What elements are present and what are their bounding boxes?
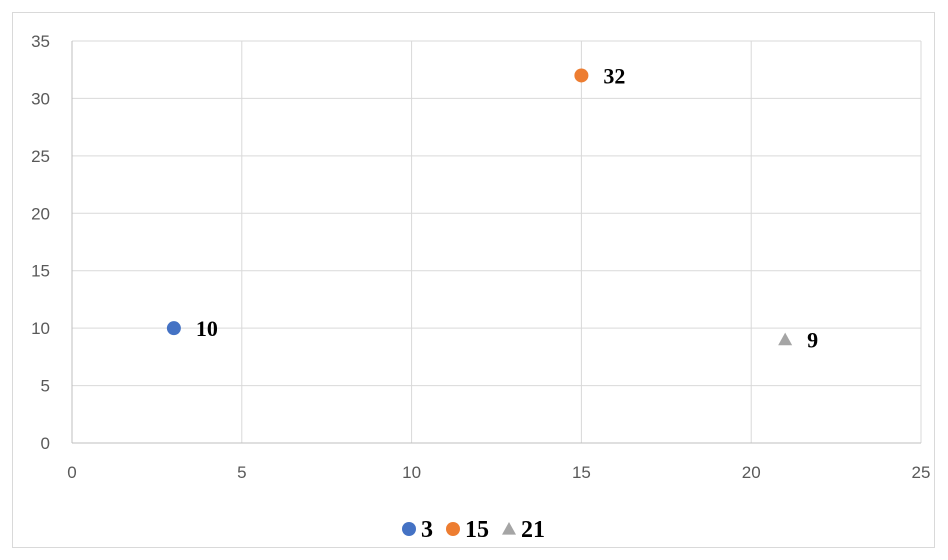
legend-marker [502, 522, 516, 535]
legend-label: 21 [521, 517, 545, 543]
gridlines [72, 40, 922, 443]
x-tick-label: 15 [572, 463, 591, 482]
x-tick-label: 0 [67, 463, 76, 482]
x-tick-label: 5 [237, 463, 246, 482]
data-points [166, 68, 793, 346]
legend-marker [402, 522, 416, 536]
x-tick-label: 20 [742, 463, 761, 482]
data-point [778, 332, 793, 346]
chart-frame [12, 12, 935, 548]
y-tick-label: 10 [31, 319, 50, 338]
y-tick-label: 0 [41, 434, 50, 453]
x-tick-label: 10 [402, 463, 421, 482]
x-tick-label: 25 [912, 463, 931, 482]
data-point [574, 68, 589, 83]
legend-label: 15 [465, 517, 489, 543]
y-tick-label: 15 [31, 262, 50, 281]
data-labels: 10 32 9 [196, 63, 818, 352]
legend-marker [446, 522, 460, 536]
axes [71, 41, 921, 444]
tick-labels: 0 5 10 15 20 25 30 35 0 5 10 15 20 25 [31, 32, 930, 482]
legend: 3 15 21 [402, 517, 545, 543]
data-label: 32 [603, 63, 625, 88]
y-tick-label: 30 [31, 89, 50, 108]
y-tick-label: 35 [31, 32, 50, 51]
data-point [166, 321, 181, 336]
data-label: 10 [196, 316, 218, 341]
legend-label: 3 [421, 517, 433, 543]
data-label: 9 [807, 328, 818, 353]
y-tick-label: 5 [41, 377, 50, 396]
y-tick-label: 25 [31, 147, 50, 166]
y-tick-label: 20 [31, 204, 50, 223]
